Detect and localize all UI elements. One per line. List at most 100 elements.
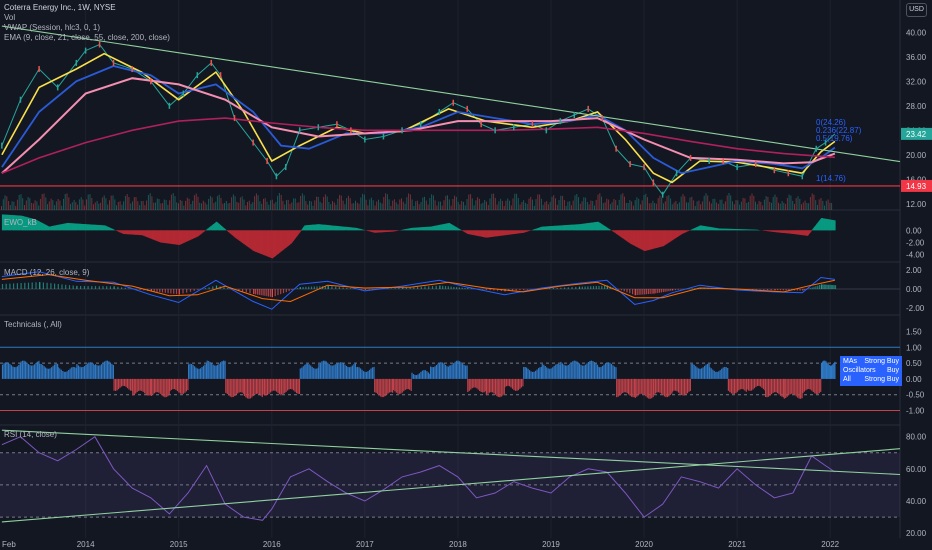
volume-bar <box>349 198 351 210</box>
tech-bar <box>406 378 408 390</box>
macd-hist-bar <box>61 284 63 289</box>
volume-bar <box>186 197 188 210</box>
tech-bar <box>705 364 707 379</box>
volume-bar <box>236 202 238 210</box>
volume-bar <box>397 204 399 210</box>
ewo-bar <box>239 230 241 241</box>
tech-bar <box>527 368 529 379</box>
tech-bar <box>651 378 653 399</box>
tech-bar <box>581 365 584 379</box>
tech-bar <box>625 378 627 393</box>
ewo-bar <box>724 228 726 231</box>
tech-bar <box>761 378 763 388</box>
fib-label-2: 0.5(19.76) <box>816 134 853 143</box>
tech-bar <box>741 378 743 389</box>
tech-bar <box>768 378 770 397</box>
tech-bar <box>657 378 659 393</box>
volume-bar <box>539 194 541 210</box>
tech-bar <box>702 367 704 379</box>
macd-hist-bar <box>664 289 666 292</box>
volume-bar <box>149 193 151 210</box>
tech-bar <box>617 378 619 397</box>
tech-bar <box>178 378 180 393</box>
tech-bar <box>642 378 644 394</box>
volume-bar <box>351 203 353 210</box>
ewo-bar <box>137 230 140 235</box>
ewo-bar <box>753 229 756 231</box>
volume-bar <box>555 198 556 210</box>
volume-bar <box>786 198 788 210</box>
tech-bar <box>240 378 242 393</box>
ewo-bar <box>653 230 655 249</box>
volume-bar <box>551 196 553 210</box>
macd-hist-bar <box>759 289 761 290</box>
tech-bar <box>136 378 138 393</box>
volume-bar <box>611 202 613 210</box>
volume-bar <box>376 201 378 210</box>
ewo-bar <box>286 230 289 247</box>
ewo-bar <box>678 230 680 236</box>
ewo-bar <box>313 224 315 231</box>
ewo-bar <box>386 230 388 232</box>
macd-hist-bar <box>68 285 71 289</box>
tech-bar <box>800 378 802 399</box>
volume-bar <box>510 205 512 210</box>
ewo-bar <box>511 230 513 235</box>
ewo-bar <box>325 224 328 231</box>
macd-hist-bar <box>285 289 287 293</box>
volume-bar <box>470 194 472 210</box>
ewo-bar <box>358 228 360 231</box>
ewo-bar <box>452 225 454 231</box>
tech-bar <box>818 378 820 394</box>
ewo-bar <box>490 230 492 237</box>
volume-bar <box>519 204 521 210</box>
tech-bar <box>699 368 701 379</box>
last-price-badge <box>901 127 932 140</box>
volume-bar <box>521 202 523 210</box>
tech-bar <box>23 360 25 379</box>
macd-hist-bar <box>94 286 97 289</box>
volume-bar <box>516 193 518 210</box>
macd-hist-bar <box>782 289 784 291</box>
volume-bar <box>473 205 475 210</box>
tech-bar <box>814 378 816 394</box>
tech-bar <box>463 364 465 379</box>
tech-bar <box>221 361 223 379</box>
volume-bar <box>241 196 243 210</box>
tech-bar <box>485 378 487 392</box>
volume-bar <box>675 201 677 210</box>
ewo-bar <box>248 230 250 248</box>
ewo-bar <box>166 230 168 244</box>
ewo-bar <box>492 230 494 237</box>
ewo-bar <box>548 226 550 231</box>
x-tick-4: 2017 <box>356 540 374 549</box>
tech-bar <box>373 366 375 379</box>
macd-hist-bar <box>9 283 11 289</box>
tech-bar <box>252 378 254 396</box>
ewo-bar <box>559 225 561 231</box>
ewo-bar <box>377 230 380 233</box>
ewo-bar <box>350 227 353 231</box>
macd-hist-bar <box>150 289 152 292</box>
ewo-bar <box>609 229 611 231</box>
tech-bar <box>307 363 309 379</box>
volume-bar <box>48 201 50 210</box>
ewo-bar <box>59 224 61 231</box>
volume-bar <box>123 201 125 210</box>
volume-bar <box>59 200 61 210</box>
tech-bar <box>88 362 90 379</box>
tech-bar <box>374 378 376 393</box>
ewo-bar <box>726 228 729 231</box>
currency-badge[interactable]: USD <box>906 3 927 17</box>
ewo-bar <box>396 230 398 231</box>
volume-bar <box>569 201 571 210</box>
ewo-bar <box>259 230 262 254</box>
volume-bar <box>126 194 128 210</box>
ewo-bar <box>67 223 70 231</box>
volume-bar <box>486 201 487 210</box>
tech-bar <box>316 368 318 379</box>
tech-bar <box>251 378 253 398</box>
volume-bar <box>817 204 818 210</box>
volume-bar <box>622 193 624 210</box>
